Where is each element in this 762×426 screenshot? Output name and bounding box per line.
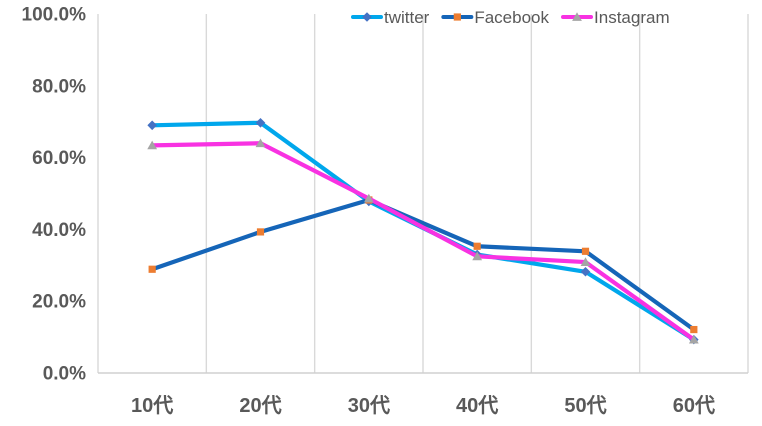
chart-legend: twitter Facebook Instagram xyxy=(351,8,670,27)
series-Instagram xyxy=(147,138,699,344)
twitter-marker-diamond xyxy=(147,120,157,131)
y-axis-tick-label: 0.0% xyxy=(43,364,86,385)
Facebook-marker-square xyxy=(690,325,698,334)
legend-label: Instagram xyxy=(594,8,670,27)
Facebook-marker-square xyxy=(473,242,481,250)
y-axis-tick-label: 100.0% xyxy=(22,5,87,26)
y-axis-tick-label: 80.0% xyxy=(32,76,86,97)
legend-item-Instagram: Instagram xyxy=(561,8,670,27)
twitter-marker-diamond xyxy=(580,266,591,277)
legend-Instagram-marker-triangle xyxy=(572,12,582,21)
x-axis-category-label: 50代 xyxy=(564,394,606,417)
Instagram-marker-triangle xyxy=(688,334,699,344)
x-axis-category-label: 40代 xyxy=(456,394,498,417)
Facebook-marker-square xyxy=(256,228,265,236)
Instagram-marker-triangle xyxy=(255,138,266,148)
Instagram-marker-triangle xyxy=(580,257,591,266)
Instagram-marker-triangle xyxy=(472,251,483,261)
series-Facebook-line xyxy=(150,197,696,332)
Instagram-marker-triangle xyxy=(363,193,374,203)
legend-label: Facebook xyxy=(474,8,549,27)
y-axis-tick-label: 60.0% xyxy=(32,148,86,169)
series-Instagram-line xyxy=(150,141,696,342)
x-axis-category-label: 10代 xyxy=(131,394,173,417)
legend-item-Facebook: Facebook xyxy=(441,8,550,27)
x-axis-category-label: 60代 xyxy=(673,394,715,417)
Instagram-marker-triangle xyxy=(147,140,158,150)
legend-label: twitter xyxy=(384,8,430,27)
Facebook-marker-square xyxy=(148,265,156,273)
x-axis-category-label: 30代 xyxy=(348,394,390,417)
legend-Facebook-marker-square xyxy=(453,13,461,21)
legend-item-twitter: twitter xyxy=(351,8,430,27)
legend-twitter-marker-diamond xyxy=(362,12,372,22)
y-axis-tick-label: 40.0% xyxy=(32,220,86,241)
y-axis-tick-label: 20.0% xyxy=(32,292,86,313)
x-axis-category-label: 20代 xyxy=(239,394,281,417)
Facebook-marker-square xyxy=(581,247,590,255)
twitter-marker-diamond xyxy=(255,117,266,128)
